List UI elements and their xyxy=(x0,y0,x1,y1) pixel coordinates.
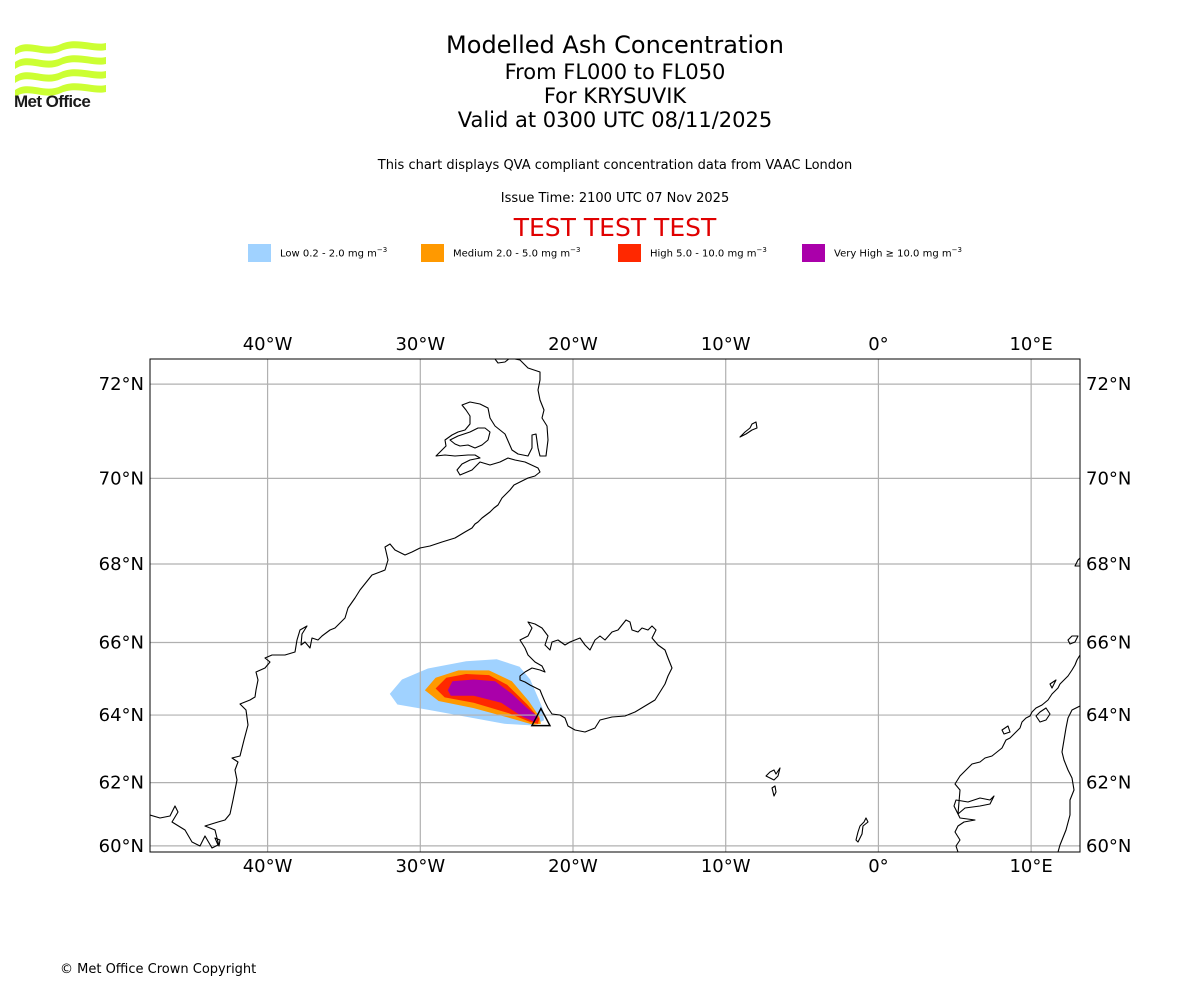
ash-area-very-high xyxy=(447,679,538,722)
coastline-greenland-inlet xyxy=(449,427,491,449)
lat-tick-label-right: 72°N xyxy=(1086,374,1131,395)
map-frame xyxy=(149,358,1081,853)
met-office-logo-icon xyxy=(15,41,106,97)
logo-text: Met Office xyxy=(14,92,91,111)
issue-time: Issue Time: 2100 UTC 07 Nov 2025 xyxy=(500,191,730,206)
lon-tick-label-top: 10°E xyxy=(1009,334,1052,355)
legend-item-very-high: Very High ≥ 10.0 mg m−3 xyxy=(802,244,962,262)
flight-level-range: From FL000 to FL050 xyxy=(504,60,726,84)
ash-layer xyxy=(389,659,544,726)
lon-tick-label-top: 0° xyxy=(868,334,888,355)
legend-item-low: Low 0.2 - 2.0 mg m−3 xyxy=(248,244,387,262)
lat-tick-label-left: 66°N xyxy=(99,632,144,653)
lat-tick-label-right: 68°N xyxy=(1086,554,1131,575)
lat-tick-label-left: 64°N xyxy=(99,705,144,726)
valid-time: Valid at 0300 UTC 08/11/2025 xyxy=(457,108,773,132)
lat-tick-label-right: 60°N xyxy=(1086,836,1131,857)
coastline-greenland xyxy=(150,359,549,849)
legend-label-low: Low 0.2 - 2.0 mg m−3 xyxy=(280,246,388,260)
legend-swatch-low xyxy=(248,244,271,262)
chart-title: Modelled Ash Concentration xyxy=(446,31,784,59)
lon-tick-label-top: 40°W xyxy=(243,334,293,355)
graticule xyxy=(150,359,1080,852)
legend-swatch-high xyxy=(618,244,641,262)
legend-label-medium: Medium 2.0 - 5.0 mg m−3 xyxy=(453,246,581,260)
legend-swatch-very-high xyxy=(802,244,825,262)
legend-item-medium: Medium 2.0 - 5.0 mg m−3 xyxy=(421,244,580,262)
lon-tick-label-bottom: 0° xyxy=(868,856,888,877)
chart-title-block: Modelled Ash Concentration From FL000 to… xyxy=(0,30,1200,132)
volcano-triangle-icon xyxy=(530,706,552,727)
lon-tick-label-top: 10°W xyxy=(701,334,751,355)
chart-description: This chart displays QVA compliant concen… xyxy=(377,158,853,173)
lon-tick-label-bottom: 10°W xyxy=(701,856,751,877)
lat-tick-label-left: 68°N xyxy=(99,554,144,575)
lon-tick-label-bottom: 10°E xyxy=(1009,856,1052,877)
lon-tick-label-bottom: 40°W xyxy=(243,856,293,877)
axis-labels: 40°W 40°W 30°W 30°W 20°W 20°W 10°W 10°W 0° 0° 10°E… xyxy=(99,334,1132,877)
coastline-faroe-islands xyxy=(765,767,781,797)
volcano-name: For KRYSUVIK xyxy=(543,84,687,108)
coastline-shetland xyxy=(855,817,869,843)
lat-tick-label-left: 70°N xyxy=(99,468,144,489)
coastlines xyxy=(150,359,1080,852)
coastline-scandinavia-east xyxy=(1057,705,1080,852)
lon-tick-label-bottom: 30°W xyxy=(395,856,445,877)
coastline-jan-mayen xyxy=(739,421,758,438)
copyright-footer: © Met Office Crown Copyright xyxy=(60,962,257,977)
legend-item-high: High 5.0 - 10.0 mg m−3 xyxy=(618,244,767,262)
lat-tick-label-right: 62°N xyxy=(1086,773,1131,794)
lat-tick-label-right: 64°N xyxy=(1086,705,1131,726)
legend-label-very-high: Very High ≥ 10.0 mg m−3 xyxy=(834,246,962,260)
lat-tick-label-left: 60°N xyxy=(99,836,144,857)
coastline-norway xyxy=(953,654,1080,852)
coastline-norway-islands xyxy=(1001,557,1080,735)
lon-tick-label-bottom: 20°W xyxy=(548,856,598,877)
lat-tick-label-left: 62°N xyxy=(99,773,144,794)
legend-label-high: High 5.0 - 10.0 mg m−3 xyxy=(650,246,767,260)
coastline-iceland xyxy=(519,619,673,733)
legend-swatch-medium xyxy=(421,244,444,262)
lon-tick-label-top: 20°W xyxy=(548,334,598,355)
test-banner: TEST TEST TEST xyxy=(513,213,717,242)
lat-tick-label-left: 72°N xyxy=(99,374,144,395)
lat-tick-label-right: 66°N xyxy=(1086,632,1131,653)
lon-tick-label-top: 30°W xyxy=(395,334,445,355)
lat-tick-label-right: 70°N xyxy=(1086,468,1131,489)
volcano-marker xyxy=(530,706,552,727)
